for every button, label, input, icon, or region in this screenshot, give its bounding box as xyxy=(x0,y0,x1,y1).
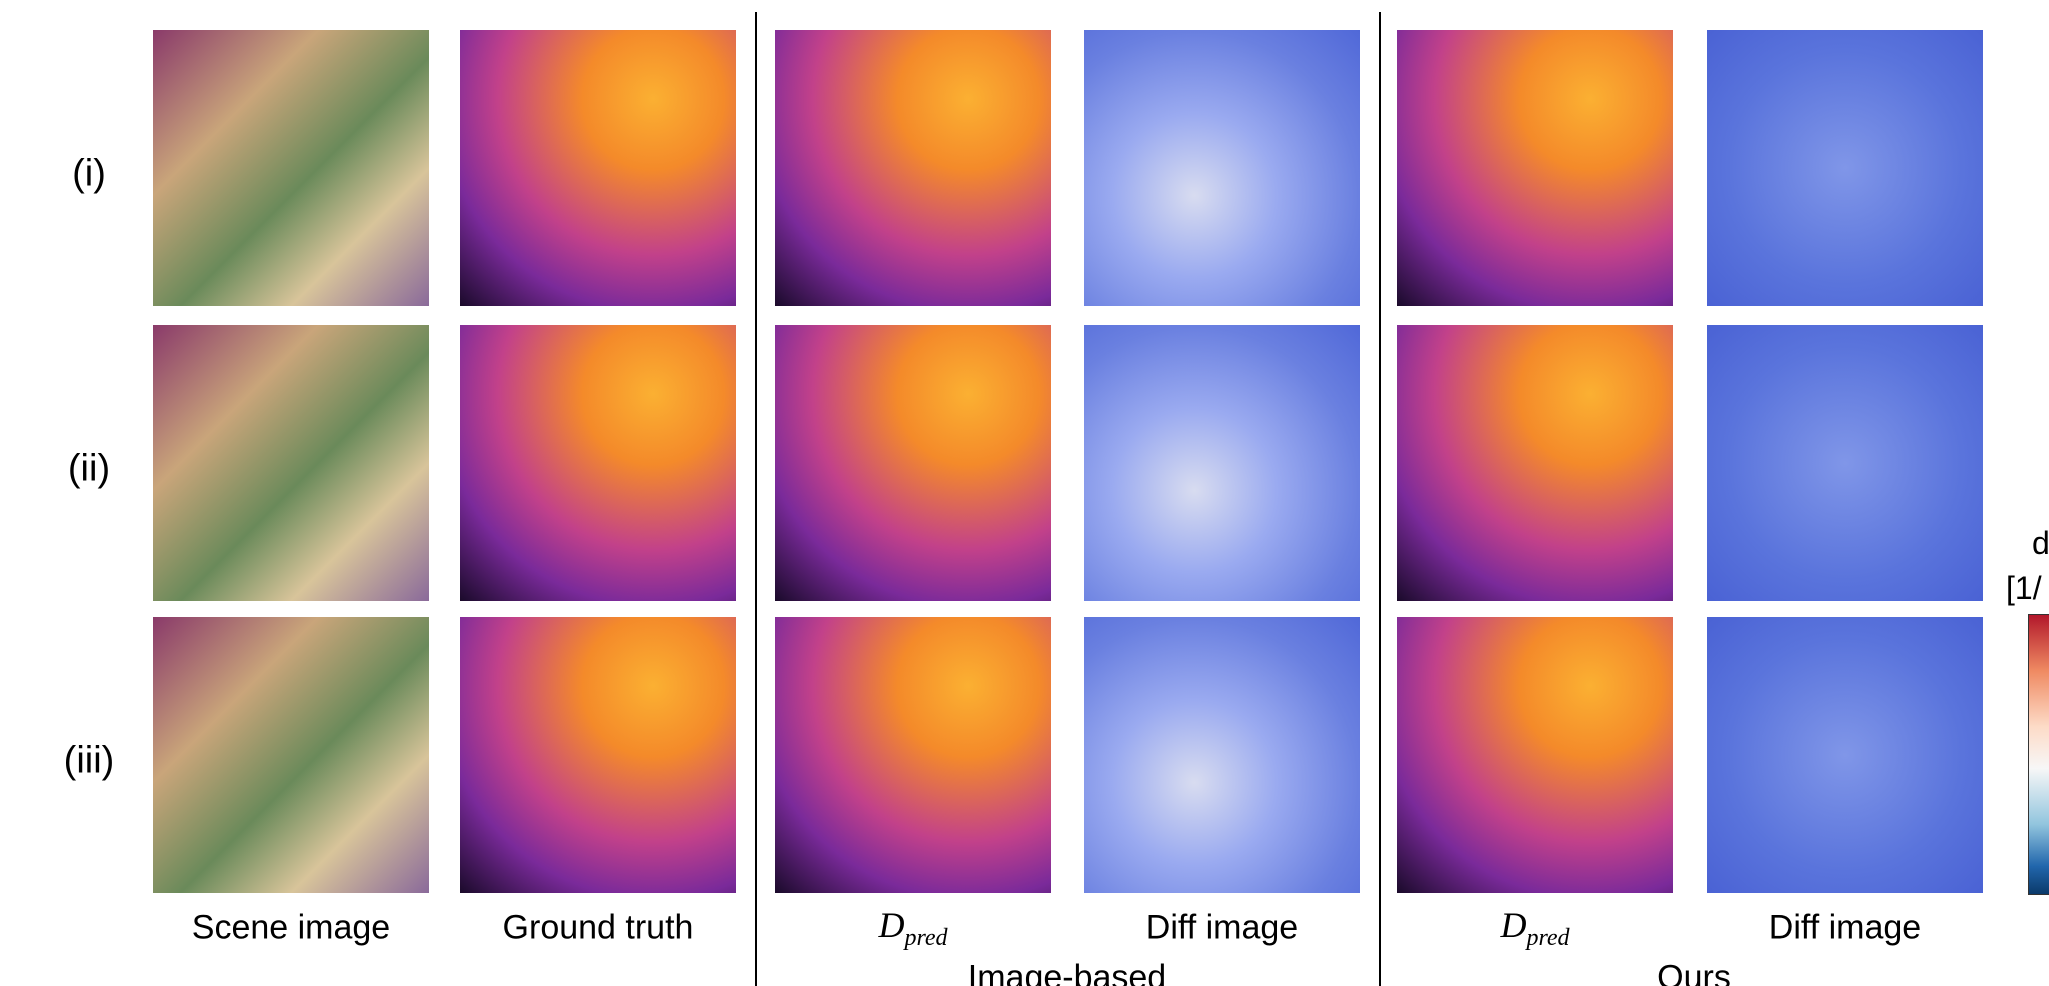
image-tile xyxy=(1707,325,1983,601)
divider xyxy=(755,12,757,986)
image-tile xyxy=(153,30,429,306)
symbol: D xyxy=(878,905,904,945)
image-tile xyxy=(1084,30,1360,306)
column-label: Scene image xyxy=(192,909,390,948)
subscript: pred xyxy=(1526,925,1569,951)
figure: di [1/ Image-based Ours (i) (ii) (iii) Scen… xyxy=(0,0,2049,986)
group-label: Ours xyxy=(1657,959,1731,986)
image-tile xyxy=(775,325,1051,601)
column-label: Dpred xyxy=(878,904,947,952)
divider xyxy=(1379,12,1381,986)
column-label: Diff image xyxy=(1146,909,1298,948)
image-tile xyxy=(153,617,429,893)
image-tile xyxy=(1707,30,1983,306)
colorbar xyxy=(2028,614,2049,895)
colorbar-label: di xyxy=(2032,525,2049,562)
group-label: Image-based xyxy=(968,959,1166,986)
row-label: (ii) xyxy=(68,448,110,491)
image-tile xyxy=(1397,30,1673,306)
image-tile xyxy=(775,30,1051,306)
row-label: (i) xyxy=(72,153,106,196)
colorbar-label: [1/ xyxy=(2006,570,2042,607)
image-tile xyxy=(460,617,736,893)
image-tile xyxy=(1397,617,1673,893)
image-tile xyxy=(460,30,736,306)
row-label: (iii) xyxy=(64,740,115,783)
image-tile xyxy=(1707,617,1983,893)
image-tile xyxy=(460,325,736,601)
image-tile xyxy=(1084,325,1360,601)
symbol: D xyxy=(1500,905,1526,945)
column-label: Dpred xyxy=(1500,904,1569,952)
subscript: pred xyxy=(904,925,947,951)
image-tile xyxy=(1084,617,1360,893)
column-label: Diff image xyxy=(1769,909,1921,948)
image-tile xyxy=(153,325,429,601)
image-tile xyxy=(775,617,1051,893)
column-label: Ground truth xyxy=(503,909,694,948)
image-tile xyxy=(1397,325,1673,601)
